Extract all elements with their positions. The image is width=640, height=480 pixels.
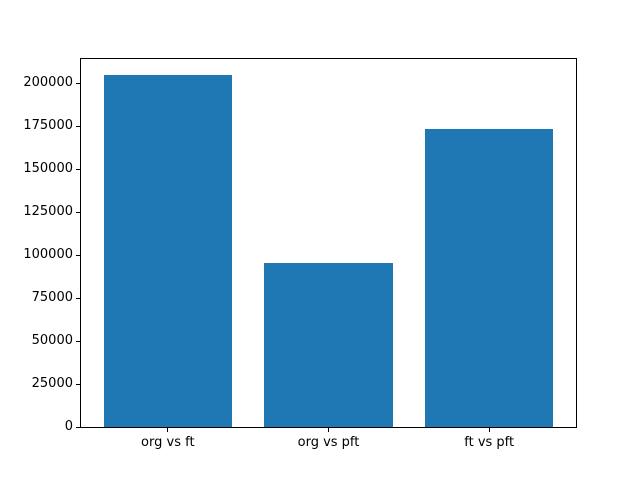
y-axis-tick-mark <box>76 211 80 213</box>
y-axis-tick-mark <box>76 297 80 299</box>
y-tick-label: 50000 <box>31 333 73 348</box>
y-axis-tick-mark <box>76 168 80 170</box>
y-axis-tick-mark <box>76 82 80 84</box>
bar-org-vs-ft <box>103 74 233 427</box>
x-axis-tick-mark <box>488 428 490 432</box>
y-tick-label: 100000 <box>23 247 73 262</box>
y-axis-tick-mark <box>76 254 80 256</box>
y-axis-tick-mark <box>76 125 80 127</box>
y-tick-label: 75000 <box>31 290 73 305</box>
y-axis-tick-mark <box>76 383 80 385</box>
x-tick-label: org vs pft <box>297 435 360 450</box>
y-axis-tick-mark <box>76 426 80 428</box>
y-tick-label: 25000 <box>31 376 73 391</box>
y-tick-label: 125000 <box>23 204 73 219</box>
x-axis-tick-mark <box>328 428 329 432</box>
x-tick-label: ft vs pft <box>464 435 515 450</box>
plot-area: 0 25000 50000 75000 100000 125000 150000 175000… <box>23 58 577 450</box>
y-tick-label: 200000 <box>23 75 73 91</box>
bar-ft-vs-pft <box>424 128 554 427</box>
bar-org-vs-pft <box>264 262 393 427</box>
y-tick-label: 150000 <box>23 161 73 177</box>
y-tick-label: 175000 <box>23 118 73 134</box>
y-axis-tick-mark <box>76 340 80 342</box>
y-tick-label: 0 <box>64 419 73 434</box>
x-axis-tick-mark <box>167 428 169 432</box>
x-tick-label: org vs ft <box>141 435 195 450</box>
